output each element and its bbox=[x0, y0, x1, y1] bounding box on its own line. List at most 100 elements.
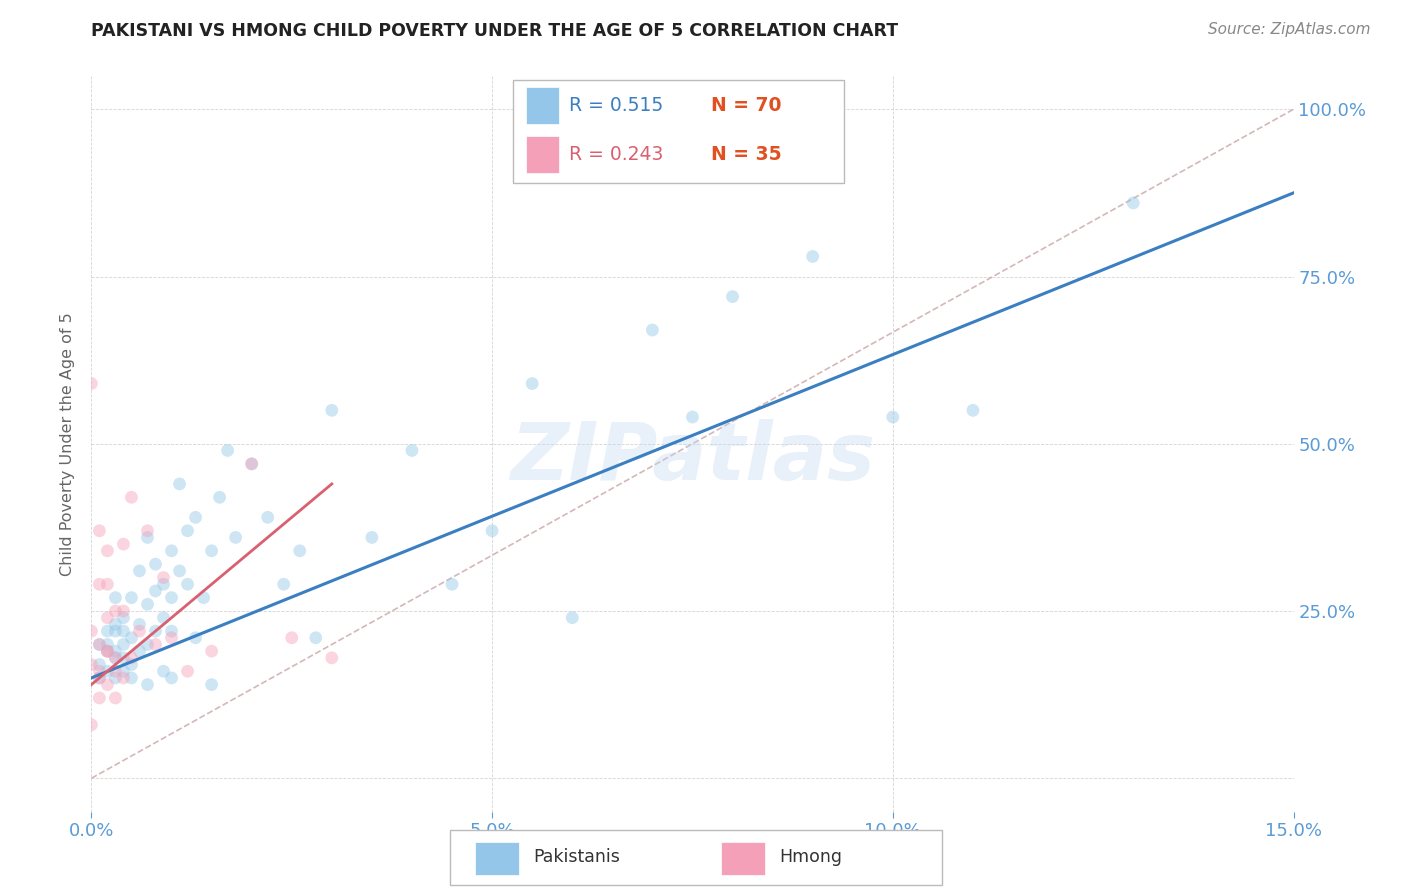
Point bbox=[89, 671, 111, 685]
Point bbox=[80, 717, 103, 731]
Point bbox=[721, 289, 744, 303]
Point bbox=[89, 690, 111, 705]
Text: R = 0.515: R = 0.515 bbox=[569, 96, 664, 115]
Point bbox=[136, 598, 159, 612]
Point bbox=[152, 664, 174, 678]
Text: Source: ZipAtlas.com: Source: ZipAtlas.com bbox=[1208, 22, 1371, 37]
Point bbox=[80, 624, 103, 639]
Point bbox=[201, 543, 224, 558]
Point bbox=[169, 476, 191, 491]
Point bbox=[273, 577, 295, 591]
Point bbox=[240, 457, 263, 471]
Point bbox=[136, 530, 159, 544]
Point bbox=[1122, 195, 1144, 210]
Point bbox=[128, 644, 150, 658]
Point bbox=[217, 443, 239, 458]
Bar bbox=[720, 842, 765, 875]
Point bbox=[184, 510, 207, 524]
Point bbox=[136, 524, 159, 538]
Point bbox=[121, 671, 143, 685]
Point bbox=[321, 651, 343, 665]
Point bbox=[128, 564, 150, 578]
Point bbox=[801, 249, 824, 264]
Point bbox=[281, 631, 304, 645]
Text: Hmong: Hmong bbox=[779, 848, 842, 866]
Text: N = 70: N = 70 bbox=[711, 96, 782, 115]
Bar bbox=[526, 87, 560, 124]
Point bbox=[96, 577, 118, 591]
Point bbox=[160, 543, 183, 558]
Point bbox=[112, 671, 135, 685]
Point bbox=[96, 624, 118, 639]
Point bbox=[401, 443, 423, 458]
Point bbox=[104, 671, 127, 685]
Point bbox=[176, 577, 198, 591]
Point bbox=[136, 637, 159, 651]
Point bbox=[112, 624, 135, 639]
Point bbox=[152, 571, 174, 585]
Point bbox=[160, 671, 183, 685]
Point bbox=[481, 524, 503, 538]
Point bbox=[225, 530, 247, 544]
Point bbox=[208, 491, 231, 505]
Point bbox=[121, 651, 143, 665]
Point bbox=[80, 376, 103, 391]
Point bbox=[882, 409, 904, 424]
Point bbox=[152, 610, 174, 624]
Point bbox=[121, 491, 143, 505]
Point bbox=[104, 690, 127, 705]
Point bbox=[121, 657, 143, 672]
Point bbox=[112, 651, 135, 665]
Point bbox=[121, 631, 143, 645]
Point bbox=[176, 524, 198, 538]
Point bbox=[112, 537, 135, 551]
Point bbox=[112, 637, 135, 651]
Point bbox=[104, 624, 127, 639]
Bar bbox=[526, 136, 560, 173]
Bar bbox=[475, 842, 519, 875]
Point bbox=[681, 409, 703, 424]
Point bbox=[145, 624, 167, 639]
Point bbox=[145, 557, 167, 572]
Point bbox=[201, 644, 224, 658]
Text: ZIPatlas: ZIPatlas bbox=[510, 419, 875, 498]
Point bbox=[89, 671, 111, 685]
Point bbox=[152, 577, 174, 591]
Point bbox=[96, 644, 118, 658]
Point bbox=[89, 524, 111, 538]
Point bbox=[121, 591, 143, 605]
Point bbox=[104, 617, 127, 632]
Point bbox=[89, 637, 111, 651]
Point bbox=[201, 678, 224, 692]
Point bbox=[112, 610, 135, 624]
Point bbox=[160, 624, 183, 639]
Point bbox=[440, 577, 463, 591]
Point bbox=[112, 604, 135, 618]
Text: Pakistanis: Pakistanis bbox=[534, 848, 620, 866]
Point bbox=[96, 610, 118, 624]
Point bbox=[962, 403, 984, 417]
Point bbox=[96, 678, 118, 692]
Point bbox=[104, 604, 127, 618]
FancyBboxPatch shape bbox=[513, 80, 844, 183]
Point bbox=[136, 678, 159, 692]
Point bbox=[104, 651, 127, 665]
Point bbox=[96, 644, 118, 658]
Point bbox=[89, 637, 111, 651]
Point bbox=[89, 577, 111, 591]
Point bbox=[256, 510, 278, 524]
Y-axis label: Child Poverty Under the Age of 5: Child Poverty Under the Age of 5 bbox=[60, 312, 76, 575]
Point bbox=[641, 323, 664, 337]
Point bbox=[96, 637, 118, 651]
Point bbox=[104, 644, 127, 658]
Point bbox=[96, 664, 118, 678]
Point bbox=[169, 564, 191, 578]
Point bbox=[184, 631, 207, 645]
Point bbox=[104, 651, 127, 665]
Point bbox=[145, 637, 167, 651]
Point bbox=[128, 624, 150, 639]
Text: N = 35: N = 35 bbox=[711, 145, 782, 163]
Point bbox=[522, 376, 544, 391]
Point bbox=[160, 631, 183, 645]
Point bbox=[96, 543, 118, 558]
